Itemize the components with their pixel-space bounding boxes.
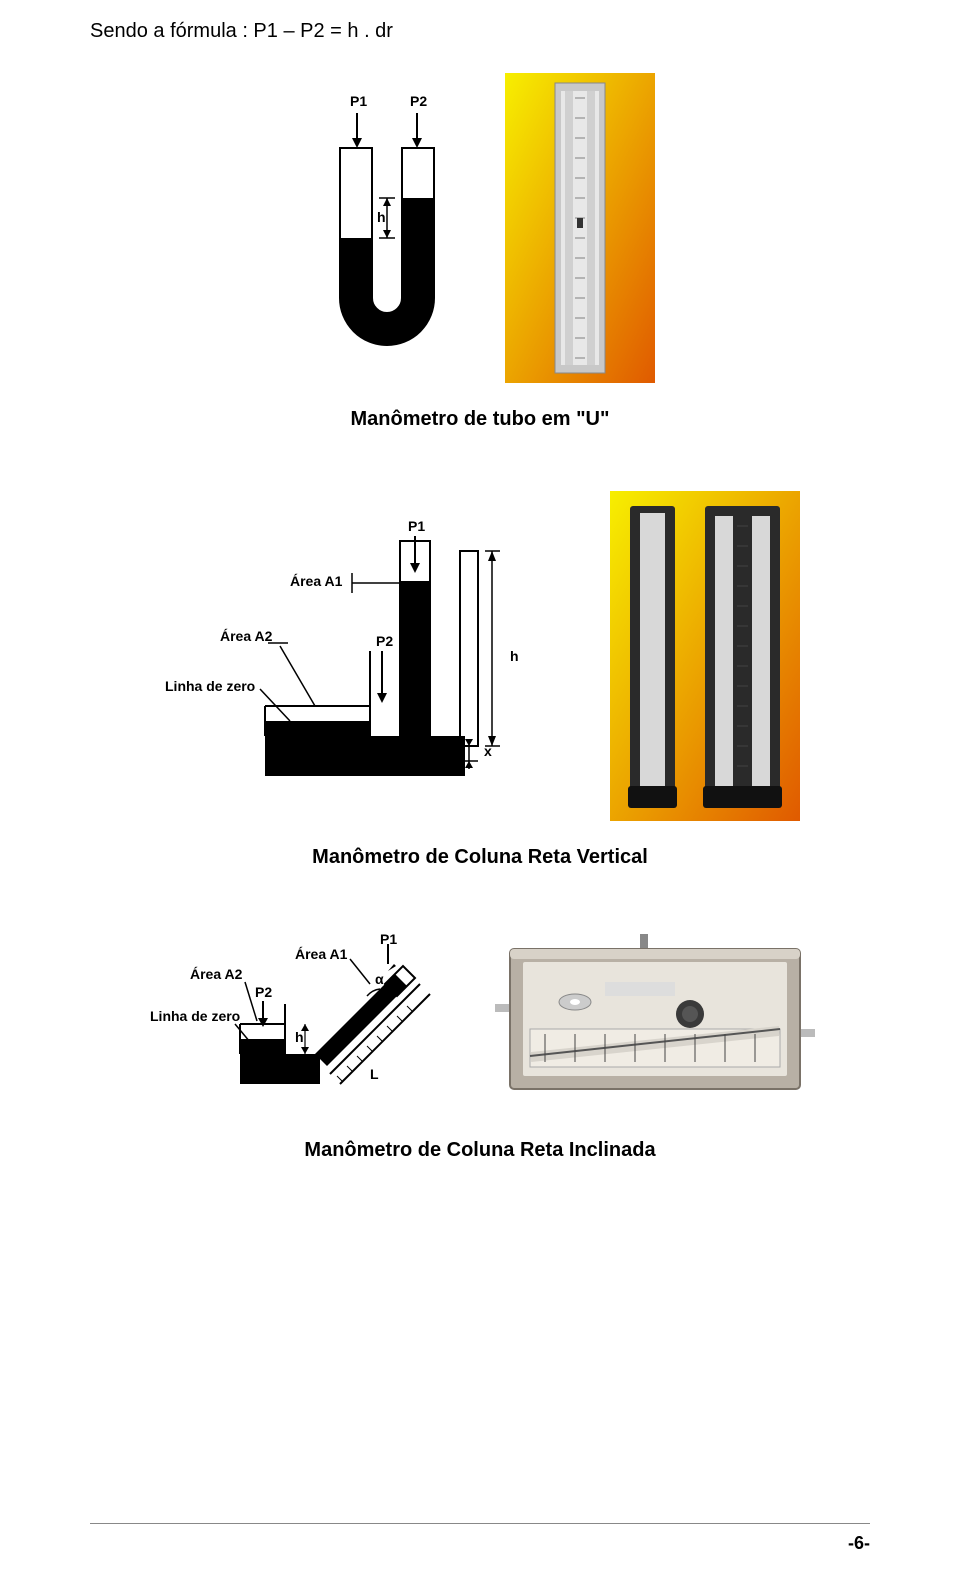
label-L: L	[370, 1066, 379, 1082]
label-h-2: h	[510, 648, 519, 664]
label-p1: P1	[350, 93, 367, 109]
vertical-photo	[610, 491, 800, 821]
utube-photo	[505, 73, 655, 383]
page: Sendo a fórmula : P1 – P2 = h . dr P1 P2…	[0, 0, 960, 1584]
label-alpha: α	[375, 971, 384, 987]
label-area-a2-3: Área A2	[190, 966, 243, 982]
label-p2-2: P2	[376, 633, 393, 649]
figure3-caption: Manômetro de Coluna Reta Inclinada	[90, 1139, 870, 1162]
utube-diagram: P1 P2 h	[305, 88, 475, 368]
label-linha-zero-3: Linha de zero	[150, 1008, 240, 1024]
figure2-caption: Manômetro de Coluna Reta Vertical	[90, 846, 870, 869]
vertical-diagram: P1 Área A1 Área A2 P2 Linha de zero h x	[160, 511, 580, 801]
inclined-diagram: P1 Área A1 Área A2 P2 Linha de zero h α …	[145, 924, 465, 1114]
footer-line	[90, 1523, 870, 1524]
label-p1-2: P1	[408, 518, 425, 534]
label-h: h	[377, 209, 386, 225]
figure3-row: P1 Área A1 Área A2 P2 Linha de zero h α …	[90, 924, 870, 1114]
label-linha-zero: Linha de zero	[165, 678, 255, 694]
figure1-caption: Manômetro de tubo em "U"	[90, 408, 870, 431]
figure1-row: P1 P2 h	[90, 73, 870, 383]
label-area-a2: Área A2	[220, 628, 273, 644]
page-number: -6-	[848, 1533, 870, 1554]
formula-text: Sendo a fórmula : P1 – P2 = h . dr	[90, 20, 870, 43]
figure2-row: P1 Área A1 Área A2 P2 Linha de zero h x	[90, 491, 870, 821]
label-h-3: h	[295, 1029, 304, 1045]
label-area-a1-3: Área A1	[295, 946, 348, 962]
label-p2: P2	[410, 93, 427, 109]
label-area-a1: Área A1	[290, 573, 343, 589]
label-p2-3: P2	[255, 984, 272, 1000]
inclined-photo	[495, 934, 815, 1104]
